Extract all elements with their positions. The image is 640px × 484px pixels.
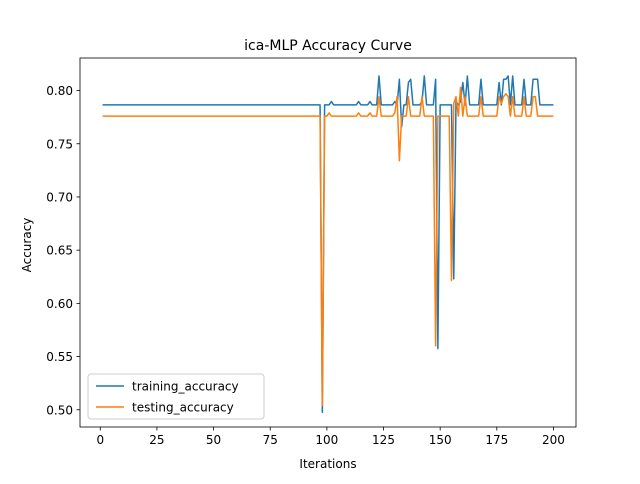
x-tick-label: 100 [315, 433, 338, 447]
legend: training_accuracy testing_accuracy [87, 373, 265, 420]
legend-box [87, 373, 265, 420]
legend-label-testing-accuracy: testing_accuracy [132, 401, 234, 415]
x-tick-label: 175 [485, 433, 508, 447]
legend-label-training-accuracy: training_accuracy [132, 380, 239, 394]
y-tick-label: 0.75 [46, 137, 73, 151]
x-tick-label: 50 [206, 433, 221, 447]
series-line-training-accuracy [102, 75, 554, 414]
x-tick-label: 200 [542, 433, 565, 447]
y-tick-label: 0.65 [46, 244, 73, 258]
y-tick-label: 0.80 [46, 84, 73, 98]
y-tick-label: 0.50 [46, 403, 73, 417]
y-axis-label: Accuracy [20, 218, 34, 273]
x-tick-label: 125 [372, 433, 395, 447]
plot-frame [79, 57, 577, 428]
axes: 0 25 50 75 100 125 150 175 200 0.50 0.55 0.60 0.65 0.… [46, 57, 577, 447]
x-tick-label: 75 [263, 433, 278, 447]
y-tick-label: 0.60 [46, 297, 73, 311]
plot-content [102, 75, 554, 414]
series-line-testing-accuracy [102, 86, 554, 407]
y-tick-label: 0.70 [46, 190, 73, 204]
y-tick-label: 0.55 [46, 350, 73, 364]
x-tick-label: 150 [429, 433, 452, 447]
chart-title: ica-MLP Accuracy Curve [244, 38, 412, 54]
x-tick-label: 25 [149, 433, 164, 447]
x-tick-label: 0 [96, 433, 104, 447]
x-axis-label: Iterations [299, 457, 356, 471]
